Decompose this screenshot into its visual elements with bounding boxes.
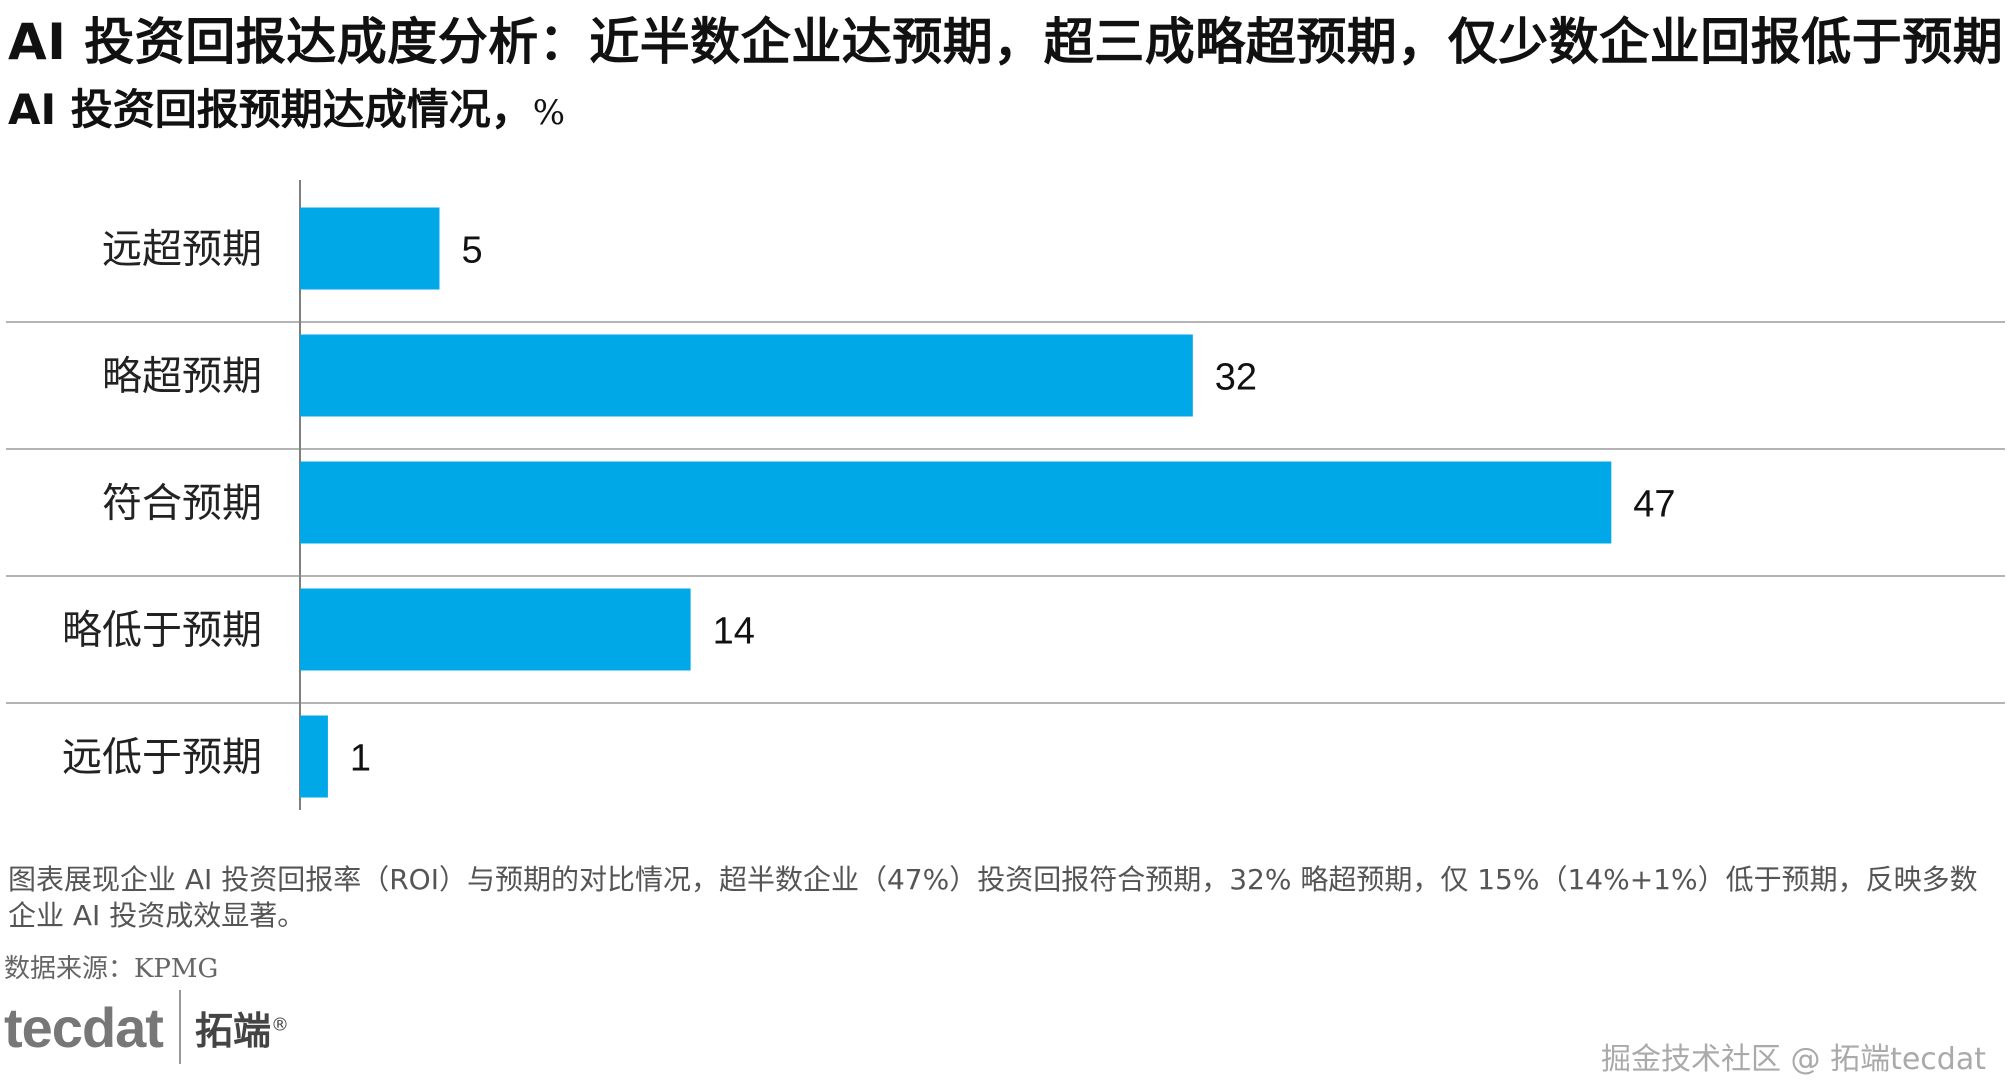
logo-chinese: 拓端® xyxy=(195,1000,289,1055)
data-label: 1 xyxy=(350,738,371,780)
bar xyxy=(300,334,1193,417)
chart-title: AI 投资回报达成度分析：近半数企业达预期，超三成略超预期，仅少数企业回报低于预… xyxy=(8,13,2004,71)
data-source: 数据来源：KPMG xyxy=(4,954,219,984)
data-label: 5 xyxy=(462,230,483,272)
data-label: 32 xyxy=(1215,357,1257,399)
subtitle-text: AI 投资回报预期达成情况， xyxy=(8,85,533,134)
data-label: 14 xyxy=(713,611,755,653)
data-label: 47 xyxy=(1633,484,1675,526)
logo-registered: ® xyxy=(270,1013,289,1035)
category-label: 远超预期 xyxy=(102,227,262,273)
watermark: 掘金技术社区 @ 拓端tecdat xyxy=(1601,1042,1986,1077)
logo-divider xyxy=(178,990,181,1064)
category-label: 远低于预期 xyxy=(62,735,262,781)
chart-caption: 图表展现企业 AI 投资回报率（ROI）与预期的对比情况，超半数企业（47%）投… xyxy=(8,863,1978,932)
logo-chinese-text: 拓端 xyxy=(194,1008,271,1053)
subtitle-unit: % xyxy=(532,93,566,133)
bar xyxy=(300,715,328,798)
bar xyxy=(300,588,691,671)
chart-subtitle: AI 投资回报预期达成情况，% xyxy=(8,76,565,137)
bar xyxy=(300,461,1612,544)
category-label: 略超预期 xyxy=(102,354,262,400)
category-label: 略低于预期 xyxy=(62,608,262,654)
bar-chart: 远超预期 5 略超预期 32 符合预期 47 略低于预期 14 远低于预期 1 xyxy=(6,180,2005,810)
brand-logo: tecdat 拓端® xyxy=(4,990,289,1064)
bar xyxy=(300,207,440,290)
category-label: 符合预期 xyxy=(102,481,262,527)
logo-mark: tecdat xyxy=(4,995,164,1059)
